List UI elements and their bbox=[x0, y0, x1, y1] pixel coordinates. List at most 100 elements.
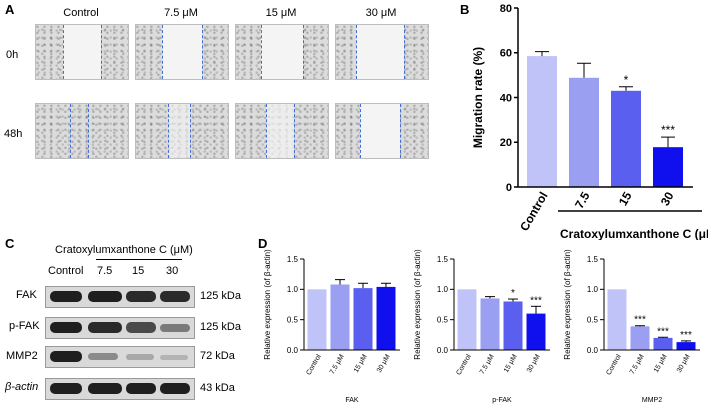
blot-row-label-beta-actin: β-actin bbox=[5, 381, 39, 393]
lane-label-control: Control bbox=[48, 265, 84, 277]
blot-kda-p-fak: 125 kDa bbox=[200, 321, 241, 333]
y-axis-label: Relative expression (of β-actin) bbox=[413, 249, 422, 360]
significance-mark: *** bbox=[530, 295, 542, 306]
x-tick-label: 7.5 μM bbox=[629, 353, 646, 375]
y-tick-label: 60 bbox=[500, 48, 512, 60]
x-tick-label: 15 μM bbox=[503, 353, 519, 374]
bar bbox=[630, 326, 650, 350]
x-tick-label: 7.5 bbox=[572, 189, 593, 211]
micrograph-30-48h bbox=[335, 103, 429, 159]
x-axis-label: FAK bbox=[345, 397, 359, 404]
blot-kda-mmp2: 72 kDa bbox=[200, 350, 235, 362]
x-axis-label: p-FAK bbox=[492, 397, 512, 404]
y-tick-label: 1.0 bbox=[287, 285, 299, 294]
mmp2-expression-chart: 0.0 0.5 1.0 1.5 Relative expression (of β-ac… bbox=[563, 249, 700, 404]
significance-mark: *** bbox=[634, 315, 646, 326]
blot-fak bbox=[45, 286, 195, 308]
blot-p-fak bbox=[45, 317, 195, 339]
micrograph-7-5-0h bbox=[135, 24, 229, 80]
x-tick-label: 7.5 μM bbox=[479, 353, 496, 375]
blot-row-label-fak: FAK bbox=[16, 289, 37, 301]
y-tick-label: 1.5 bbox=[587, 255, 599, 264]
lane-label-15: 15 bbox=[132, 265, 145, 277]
bar bbox=[307, 289, 327, 350]
panel-label-b: B bbox=[460, 2, 470, 17]
row-label-48h: 48h bbox=[4, 128, 23, 140]
micrograph-7-5-48h bbox=[135, 103, 229, 159]
y-tick-label: 0 bbox=[506, 182, 512, 194]
y-axis-label: Relative expression (of β-actin) bbox=[563, 249, 572, 360]
y-tick-label: 1.5 bbox=[287, 255, 299, 264]
micrograph-control-48h bbox=[35, 103, 129, 159]
y-tick-label: 0.0 bbox=[587, 346, 599, 355]
x-tick-label: 15 bbox=[616, 189, 635, 208]
bar bbox=[676, 342, 696, 350]
y-tick-label: 1.0 bbox=[437, 285, 449, 294]
blot-header: Cratoxylumxanthone C (μM) bbox=[55, 244, 193, 256]
x-tick-label: 30 μM bbox=[676, 353, 692, 374]
y-tick-label: 80 bbox=[500, 3, 512, 15]
x-tick-label: 30 bbox=[658, 189, 677, 208]
y-tick-label: 20 bbox=[500, 137, 512, 149]
panel-label-c: C bbox=[5, 236, 15, 251]
blot-row-label-mmp2: MMP2 bbox=[6, 350, 38, 362]
bar bbox=[376, 286, 396, 350]
significance-mark: *** bbox=[680, 330, 692, 341]
column-label-30: 30 μM bbox=[365, 7, 397, 19]
blot-beta-actin bbox=[45, 378, 195, 400]
micrograph-control-0h bbox=[35, 24, 129, 80]
bar bbox=[569, 77, 599, 187]
row-label-0h: 0h bbox=[6, 49, 19, 61]
blot-mmp2 bbox=[45, 346, 195, 368]
bar bbox=[611, 90, 641, 187]
micrograph-15-48h bbox=[235, 103, 329, 159]
column-label-7-5: 7.5 μM bbox=[164, 7, 198, 19]
x-tick-label: Control bbox=[517, 190, 550, 234]
y-axis-label: Relative expression (of β-actin) bbox=[263, 249, 272, 360]
fak-expression-chart: 0.0 0.5 1.0 1.5 Relative expression (of β-ac… bbox=[263, 249, 400, 404]
bar bbox=[330, 284, 350, 350]
bar bbox=[653, 337, 673, 350]
bar bbox=[527, 56, 557, 188]
column-label-15: 15 μM bbox=[265, 7, 297, 19]
panel-label-d: D bbox=[258, 236, 268, 251]
y-tick-label: 40 bbox=[500, 92, 512, 104]
x-tick-label: 7.5 μM bbox=[329, 353, 346, 375]
migration-rate-chart: 0 20 40 60 80 Migration rate (%) Control 7.5 * 15… bbox=[471, 3, 708, 240]
panel-label-a: A bbox=[5, 2, 15, 17]
y-tick-label: 0.0 bbox=[287, 346, 299, 355]
bar bbox=[457, 289, 477, 350]
lane-label-30: 30 bbox=[166, 265, 179, 277]
significance-mark: * bbox=[511, 288, 515, 299]
bar bbox=[480, 298, 500, 350]
blot-kda-fak: 125 kDa bbox=[200, 290, 241, 302]
y-tick-label: 0.5 bbox=[287, 315, 299, 324]
significance-mark: * bbox=[624, 73, 629, 87]
micrograph-15-0h bbox=[235, 24, 329, 80]
blot-kda-beta-actin: 43 kDa bbox=[200, 382, 235, 394]
y-tick-label: 0.5 bbox=[437, 315, 449, 324]
lane-label-7-5: 7.5 bbox=[97, 265, 113, 277]
x-tick-label: Control bbox=[305, 353, 323, 376]
bar bbox=[653, 147, 683, 187]
p-fak-expression-chart: 0.0 0.5 1.0 1.5 Relative expression (of β-ac… bbox=[413, 249, 550, 404]
bar bbox=[353, 288, 373, 350]
bar bbox=[503, 301, 523, 350]
x-tick-label: 30 μM bbox=[526, 353, 542, 374]
x-tick-label: 15 μM bbox=[653, 353, 669, 374]
y-tick-label: 1.0 bbox=[587, 285, 599, 294]
bar bbox=[607, 289, 627, 350]
x-tick-label: 15 μM bbox=[353, 353, 369, 374]
y-tick-label: 0.5 bbox=[587, 315, 599, 324]
x-axis-label: Cratoxylumxanthone C (μM) bbox=[560, 227, 708, 240]
bar bbox=[526, 313, 546, 350]
significance-mark: *** bbox=[657, 326, 669, 337]
blot-header-line bbox=[96, 259, 182, 260]
micrograph-30-0h bbox=[335, 24, 429, 80]
y-tick-label: 0.0 bbox=[437, 346, 449, 355]
blot-row-label-p-fak: p-FAK bbox=[9, 320, 40, 332]
y-axis-label: Migration rate (%) bbox=[471, 47, 485, 148]
y-tick-label: 1.5 bbox=[437, 255, 449, 264]
x-tick-label: Control bbox=[455, 353, 473, 376]
x-tick-label: Control bbox=[605, 353, 623, 376]
